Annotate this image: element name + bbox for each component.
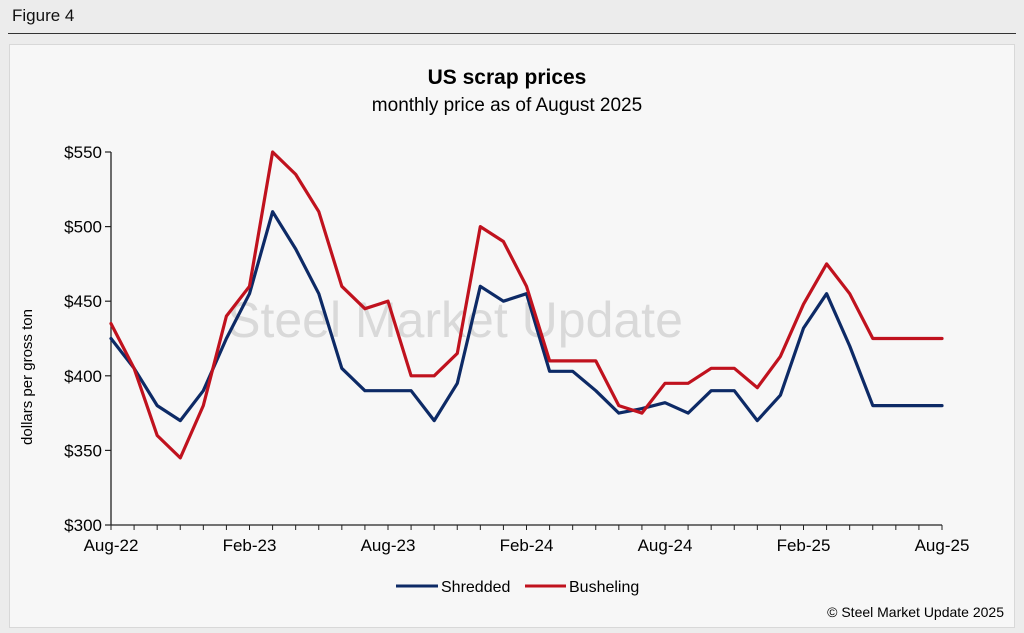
figure-divider <box>8 33 1016 34</box>
x-tick-label: Aug-22 <box>84 536 139 555</box>
chart-subtitle: monthly price as of August 2025 <box>372 95 642 116</box>
y-tick-label: $300 <box>64 516 102 535</box>
series-line-busheling <box>109 150 944 460</box>
legend-label-shredded: Shredded <box>441 579 510 596</box>
y-tick-label: $550 <box>64 143 102 162</box>
x-tick-label: Aug-23 <box>361 536 416 555</box>
series-lines <box>109 150 944 460</box>
legend-label-busheling: Busheling <box>569 579 639 596</box>
copyright-text: © Steel Market Update 2025 <box>827 604 1004 620</box>
chart-panel: Steel Market Update US scrap prices mont… <box>9 44 1015 628</box>
y-tick-label: $450 <box>64 292 102 311</box>
watermark-text: Steel Market Update <box>227 292 683 348</box>
y-axis-label: dollars per gross ton <box>19 309 36 445</box>
axes: $300 $350 $400 $450 $500 $550 Aug-22 Feb-23 Aug-… <box>64 143 969 555</box>
y-tick-label: $400 <box>64 367 102 386</box>
x-tick-label: Feb-25 <box>777 536 831 555</box>
x-tick-label: Aug-25 <box>915 536 970 555</box>
x-tick-label: Feb-23 <box>223 536 277 555</box>
y-tick-label: $500 <box>64 218 102 237</box>
figure-label: Figure 4 <box>12 6 75 25</box>
y-tick-label: $350 <box>64 441 102 460</box>
line-chart: Steel Market Update US scrap prices mont… <box>19 66 1004 620</box>
chart-title: US scrap prices <box>428 66 587 89</box>
x-tick-label: Feb-24 <box>500 536 554 555</box>
x-tick-label: Aug-24 <box>638 536 693 555</box>
legend: Shredded Busheling <box>396 579 639 596</box>
series-line-shredded <box>109 210 944 423</box>
